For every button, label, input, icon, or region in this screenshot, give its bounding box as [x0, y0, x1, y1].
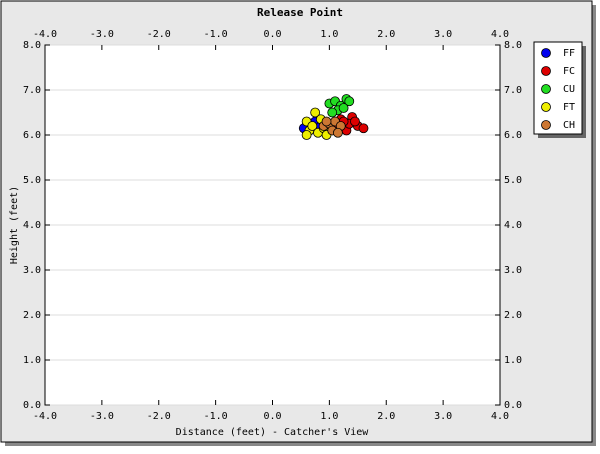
y-tick-label: 5.0 — [23, 175, 41, 186]
y2-tick-label: 2.0 — [504, 310, 522, 321]
point — [321, 116, 332, 127]
x2-tick-label: 0.0 — [263, 29, 281, 40]
x-tick-label: -2.0 — [147, 411, 171, 422]
x-tick-label: -4.0 — [33, 411, 57, 422]
legend-label: FF — [563, 48, 575, 59]
y-tick-label: 8.0 — [23, 40, 41, 51]
legend-marker — [541, 66, 551, 76]
y-tick-label: 3.0 — [23, 265, 41, 276]
y2-tick-label: 1.0 — [504, 355, 522, 366]
x2-tick-label: -4.0 — [33, 29, 57, 40]
legend-label: FT — [563, 102, 575, 113]
x-tick-label: 3.0 — [434, 411, 452, 422]
y-tick-label: 1.0 — [23, 355, 41, 366]
y-tick-label: 6.0 — [23, 130, 41, 141]
point — [327, 107, 338, 118]
x-tick-label: 0.0 — [263, 411, 281, 422]
point — [344, 96, 355, 107]
chart-title: Release Point — [257, 6, 343, 19]
y2-tick-label: 6.0 — [504, 130, 522, 141]
y2-tick-label: 3.0 — [504, 265, 522, 276]
legend-label: FC — [563, 66, 575, 77]
point — [338, 103, 349, 113]
legend-marker — [541, 102, 551, 112]
legend-marker — [541, 120, 551, 130]
x-axis-label: Distance (feet) - Catcher's View — [176, 427, 370, 438]
point — [350, 116, 360, 127]
legend-label: CU — [563, 84, 575, 95]
x2-tick-label: 1.0 — [320, 29, 338, 40]
x2-tick-label: -2.0 — [147, 29, 171, 40]
x2-tick-label: 3.0 — [434, 29, 452, 40]
legend-marker — [541, 84, 551, 94]
y2-tick-label: 5.0 — [504, 175, 522, 186]
x-tick-label: 1.0 — [320, 411, 338, 422]
x-tick-label: 4.0 — [491, 411, 509, 422]
point — [333, 127, 343, 138]
y2-tick-label: 8.0 — [504, 40, 522, 51]
x-tick-label: -1.0 — [204, 411, 228, 422]
y-tick-label: 2.0 — [23, 310, 41, 321]
x2-tick-label: -3.0 — [90, 29, 114, 40]
x-tick-label: 2.0 — [377, 411, 395, 422]
y-tick-label: 0.0 — [23, 400, 41, 411]
legend-marker — [541, 48, 551, 58]
x-tick-label: -3.0 — [90, 411, 114, 422]
x2-tick-label: 4.0 — [491, 29, 509, 40]
point — [310, 107, 321, 118]
y-axis-label: Height (feet) — [9, 186, 20, 264]
point — [307, 121, 318, 131]
x2-tick-label: -1.0 — [204, 29, 228, 40]
y2-tick-label: 0.0 — [504, 400, 522, 411]
y-tick-label: 7.0 — [23, 85, 41, 96]
y2-tick-label: 7.0 — [504, 85, 522, 96]
x2-tick-label: 2.0 — [377, 29, 395, 40]
y2-tick-label: 4.0 — [504, 220, 522, 231]
legend-label: CH — [563, 120, 575, 131]
y-tick-label: 4.0 — [23, 220, 41, 231]
point — [358, 123, 369, 134]
point — [301, 130, 312, 140]
